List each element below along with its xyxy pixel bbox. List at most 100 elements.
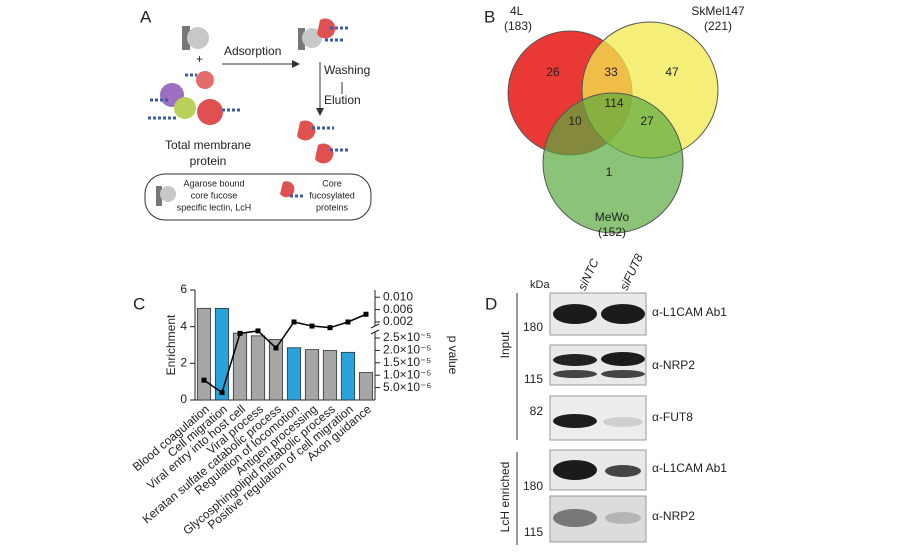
p-value-point bbox=[309, 323, 315, 329]
panel-c: C0246Enrichment5.0×10⁻⁶1.0×10⁻⁵1.5×10⁻⁵2… bbox=[130, 282, 460, 537]
bar bbox=[304, 349, 320, 401]
lectin-bead bbox=[302, 28, 322, 48]
p-value-point bbox=[219, 390, 225, 396]
total-label: Total membrane bbox=[165, 138, 251, 152]
p-value-point bbox=[291, 319, 297, 325]
band bbox=[605, 465, 641, 477]
legend-text: fucosylated bbox=[309, 190, 355, 200]
region-count: 1 bbox=[606, 165, 613, 179]
y2-tick-label: 1.0×10⁻⁵ bbox=[383, 367, 431, 381]
region-count: 47 bbox=[665, 65, 679, 79]
group-label: Input bbox=[498, 331, 512, 358]
y-tick-label: 2 bbox=[180, 356, 187, 370]
y2-tick-label: 0.006 bbox=[383, 302, 413, 316]
marker-label: 82 bbox=[530, 404, 544, 418]
p-value-line bbox=[203, 313, 367, 394]
p-value-point bbox=[345, 319, 351, 325]
marker-label: 180 bbox=[523, 320, 543, 334]
venn-circle bbox=[542, 92, 684, 234]
blots bbox=[549, 292, 647, 543]
protein bbox=[317, 18, 336, 39]
region-count: 33 bbox=[604, 65, 618, 79]
set-count: (152) bbox=[598, 225, 626, 239]
group-label: LcH enriched bbox=[498, 462, 512, 533]
p-value-point bbox=[237, 330, 243, 336]
arrow-head bbox=[292, 60, 300, 68]
band bbox=[601, 352, 645, 366]
band bbox=[553, 370, 597, 378]
panel-b: B 4L (183) SkMel147 (221) MeWo (152) 26 … bbox=[484, 4, 745, 239]
axis-break bbox=[370, 323, 380, 335]
bar bbox=[196, 307, 212, 401]
p-value-point bbox=[363, 311, 369, 317]
lectin-stick bbox=[182, 26, 190, 50]
region-count: 27 bbox=[640, 114, 654, 128]
legend-text: Core bbox=[322, 178, 342, 188]
panel-label: A bbox=[140, 7, 152, 26]
y-tick-label: 0 bbox=[180, 392, 187, 406]
protein bbox=[174, 97, 196, 119]
y2-tick-label: 1.5×10⁻⁵ bbox=[383, 355, 431, 369]
antibody-label: α-L1CAM Ab1 bbox=[652, 305, 727, 319]
p-value-point bbox=[327, 325, 333, 331]
set-name: SkMel147 bbox=[691, 4, 745, 18]
antibody-label: α-NRP2 bbox=[652, 358, 695, 372]
lectin-stick bbox=[298, 28, 305, 50]
protein bbox=[297, 120, 334, 164]
p-value-point bbox=[255, 328, 261, 334]
band bbox=[605, 512, 641, 524]
panel-label: B bbox=[484, 7, 495, 26]
legend-icon bbox=[160, 186, 176, 202]
y2-tick-label: 5.0×10⁻⁶ bbox=[383, 380, 431, 394]
total-label: protein bbox=[190, 154, 227, 168]
marker-label: 115 bbox=[524, 372, 543, 386]
panel-d: D kDa siNTC siFUT8 Input LcH enriched 18… bbox=[485, 251, 727, 545]
antibody-label: α-NRP2 bbox=[652, 509, 695, 523]
antibody-label: α-L1CAM Ab1 bbox=[652, 461, 727, 475]
legend-text: Agarose bound bbox=[183, 178, 244, 188]
p-value-point bbox=[201, 377, 207, 383]
adsorption-label: Adsorption bbox=[224, 44, 281, 58]
band bbox=[601, 304, 645, 324]
p-value-point bbox=[273, 345, 279, 351]
set-count: (183) bbox=[504, 19, 532, 33]
bar bbox=[232, 332, 248, 401]
lane-label: siNTC bbox=[575, 256, 602, 292]
set-name: MeWo bbox=[595, 210, 630, 224]
set-count: (221) bbox=[704, 19, 732, 33]
marker-label: 180 bbox=[523, 479, 543, 493]
region-count: 26 bbox=[546, 65, 560, 79]
bar bbox=[322, 350, 338, 401]
band bbox=[553, 304, 597, 324]
panel-label: D bbox=[485, 294, 497, 313]
legend-icon bbox=[156, 186, 162, 206]
band bbox=[553, 460, 597, 480]
bar bbox=[250, 335, 266, 401]
washing-label: Washing bbox=[324, 63, 370, 77]
legend-box bbox=[144, 173, 372, 221]
bar bbox=[214, 307, 230, 401]
y2-tick-label: 2.5×10⁻⁵ bbox=[383, 330, 431, 344]
y2-axis-label: p value bbox=[446, 336, 460, 375]
y2-tick-label: 2.0×10⁻⁵ bbox=[383, 343, 431, 357]
lane-label: siFUT8 bbox=[617, 251, 646, 292]
y-tick-label: 6 bbox=[180, 282, 187, 296]
band bbox=[553, 354, 597, 366]
antibody-label: α-FUT8 bbox=[652, 410, 693, 424]
kda-label: kDa bbox=[530, 279, 550, 291]
legend-text: proteins bbox=[316, 202, 349, 212]
elution-label: Elution bbox=[324, 93, 361, 107]
protein bbox=[196, 71, 214, 89]
set-name: 4L bbox=[510, 4, 524, 18]
band bbox=[553, 509, 597, 527]
region-count: 10 bbox=[568, 114, 582, 128]
y-tick-label: 4 bbox=[180, 319, 187, 333]
legend-text: core fucose bbox=[191, 190, 238, 200]
region-count: 114 bbox=[604, 96, 623, 110]
glycan bbox=[312, 126, 350, 152]
band bbox=[601, 370, 645, 378]
bar bbox=[286, 347, 302, 401]
bar bbox=[358, 372, 374, 401]
bar bbox=[268, 339, 284, 401]
bar bbox=[340, 351, 356, 401]
